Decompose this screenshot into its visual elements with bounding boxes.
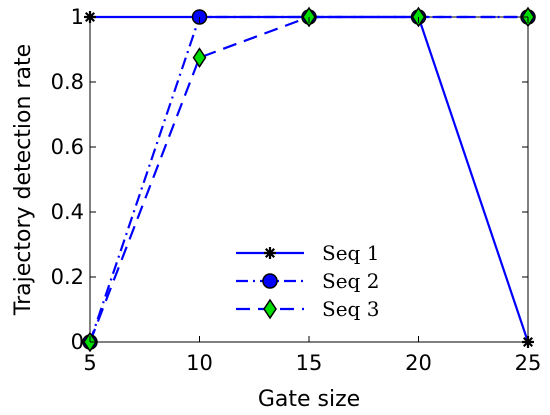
x-axis-label: Gate size <box>258 387 360 412</box>
x-tick-label: 20 <box>405 351 432 375</box>
legend-marker-2 <box>262 273 278 289</box>
plot-area <box>89 16 529 343</box>
y-axis-label: Trajectory detection rate <box>11 44 36 316</box>
y-tick-label: 0 <box>71 330 84 354</box>
x-tick-label: 15 <box>296 351 323 375</box>
y-tick-label: 0.2 <box>51 265 84 289</box>
legend-marker-3 <box>263 298 277 320</box>
x-tick-label: 25 <box>515 351 542 375</box>
legend-marker-1 <box>264 247 276 259</box>
y-tick-label: 0.8 <box>51 70 84 94</box>
legend-label-2: Seq 2 <box>322 269 379 293</box>
legend-label-3: Seq 3 <box>322 297 379 321</box>
legend-label-1: Seq 1 <box>322 241 379 265</box>
y-tick-label: 1 <box>71 5 84 29</box>
data-point-3 <box>192 47 207 68</box>
plot-frame <box>89 16 529 343</box>
y-tick-label: 0.4 <box>51 200 84 224</box>
legend: Seq 1 Seq 2 Seq 3 <box>236 241 379 321</box>
axis-ticks: 5 10 15 20 25 0 0.2 0.4 0.6 0.8 1 <box>51 5 542 375</box>
x-tick-label: 5 <box>83 351 96 375</box>
x-tick-label: 10 <box>186 351 213 375</box>
y-tick-label: 0.6 <box>51 135 84 159</box>
